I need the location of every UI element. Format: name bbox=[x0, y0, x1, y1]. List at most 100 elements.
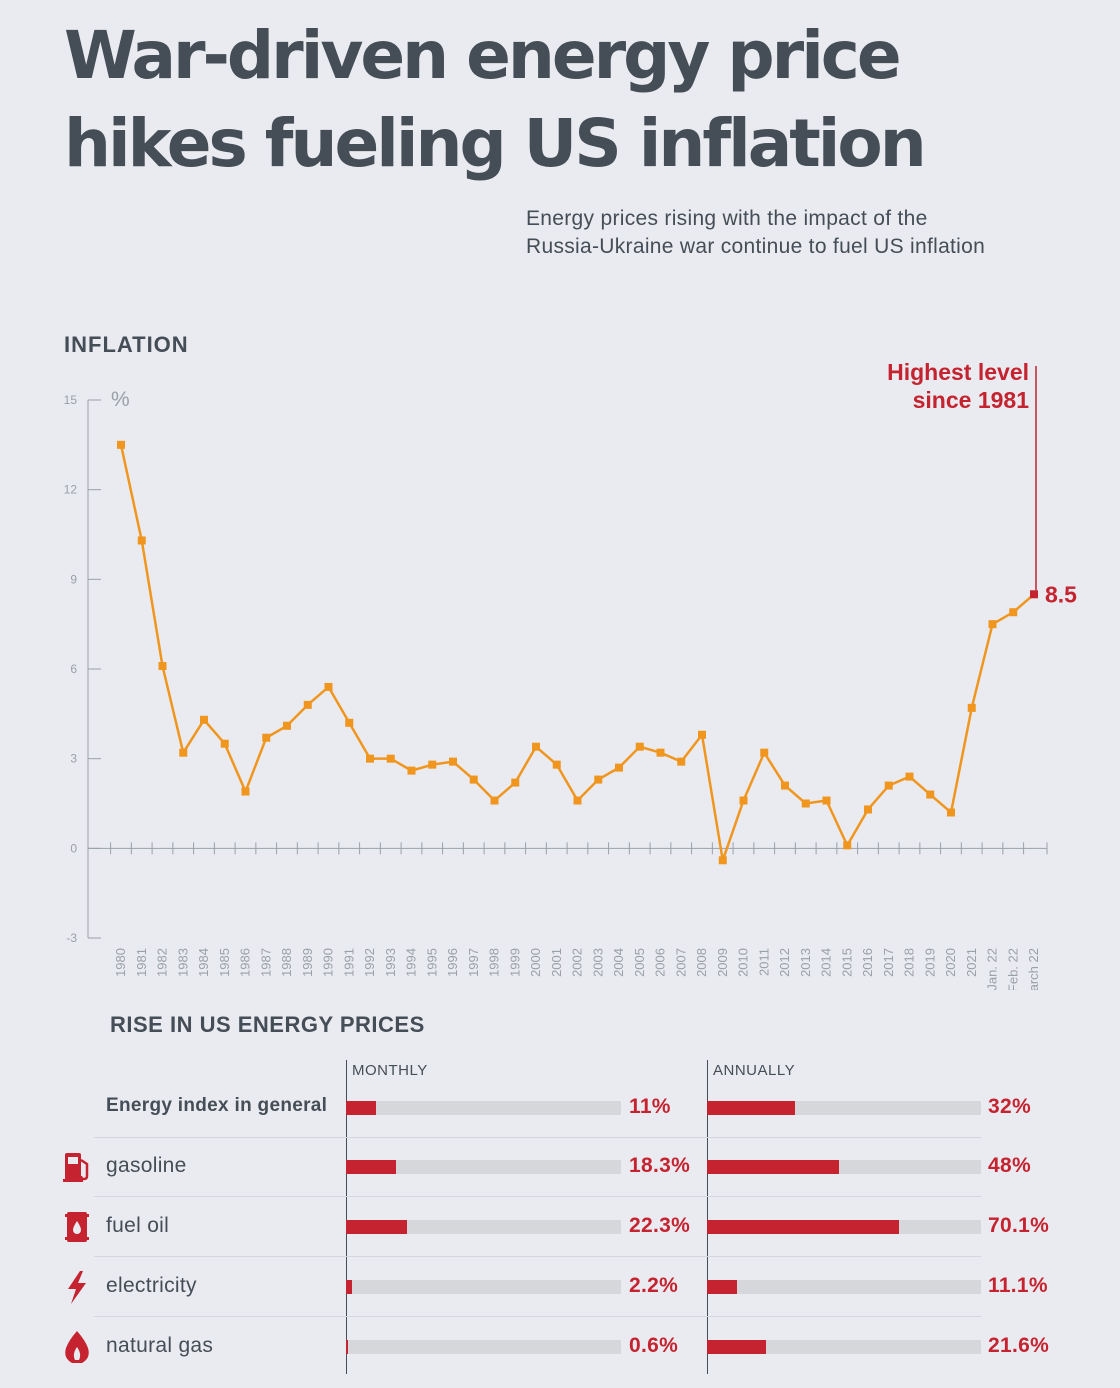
data-point bbox=[179, 748, 188, 757]
data-point bbox=[449, 757, 457, 766]
annually-bar-fuel-oil bbox=[707, 1220, 900, 1234]
energy-row-label-energy-index-in-general: Energy index in general bbox=[106, 1095, 328, 1116]
data-point bbox=[864, 805, 872, 814]
monthly-column-rule bbox=[346, 1060, 347, 1374]
annually-column-label: ANNUALLY bbox=[713, 1062, 796, 1079]
monthly-bar-fuel-oil bbox=[346, 1220, 408, 1234]
y-tick-label: 15 bbox=[64, 393, 78, 407]
energy-row-label-electricity: electricity bbox=[106, 1274, 197, 1297]
data-point bbox=[137, 536, 146, 545]
annually-bar-gasoline bbox=[707, 1160, 839, 1174]
x-tick-label: 2008 bbox=[694, 948, 709, 977]
x-tick-label: 2018 bbox=[902, 948, 917, 977]
x-tick-label: 2005 bbox=[632, 948, 647, 977]
x-tick-label: 1989 bbox=[300, 948, 315, 977]
data-point bbox=[718, 856, 727, 865]
inflation-line-chart: 15 12 9 6 3 0 -3% 1980 1981 1982 1983 1984 1985 1986 1… bbox=[64, 359, 1078, 990]
x-tick-label: 1986 bbox=[238, 948, 253, 977]
data-point bbox=[241, 787, 250, 796]
x-tick-label: 1996 bbox=[445, 948, 460, 977]
x-tick-label: 2003 bbox=[590, 948, 605, 977]
annually-bar-track bbox=[707, 1220, 981, 1234]
annotation-text-line2: since 1981 bbox=[913, 387, 1030, 413]
x-tick-label: 1995 bbox=[424, 948, 439, 977]
y-tick-label: 9 bbox=[70, 572, 77, 586]
row-divider bbox=[94, 1196, 981, 1197]
x-tick-label: 1991 bbox=[341, 948, 356, 977]
x-tick-label: March 22 bbox=[1026, 948, 1041, 990]
energy-row-label-natural-gas: natural gas bbox=[106, 1334, 214, 1357]
x-tick-label: 1985 bbox=[217, 948, 232, 977]
data-point bbox=[635, 742, 644, 751]
x-tick-label: 2013 bbox=[798, 948, 813, 977]
x-tick-label: Jan. 22 bbox=[985, 948, 1000, 990]
y-tick-label: -3 bbox=[66, 931, 77, 945]
x-tick-label: 1993 bbox=[383, 948, 398, 977]
data-point bbox=[511, 778, 520, 787]
x-tick-label: 1992 bbox=[362, 948, 377, 977]
data-point bbox=[428, 760, 437, 769]
data-point bbox=[1009, 608, 1018, 617]
annually-bar-track bbox=[707, 1280, 981, 1294]
data-point bbox=[220, 739, 229, 748]
data-point bbox=[698, 730, 706, 739]
x-tick-label: 1999 bbox=[507, 948, 522, 977]
data-point bbox=[988, 620, 997, 629]
data-point bbox=[781, 781, 789, 790]
x-tick-label: 1997 bbox=[466, 948, 481, 977]
annually-value-electricity: 11.1% bbox=[988, 1274, 1048, 1297]
monthly-bar-track bbox=[346, 1340, 621, 1354]
data-point bbox=[407, 766, 416, 775]
data-point bbox=[469, 775, 478, 784]
x-tick-label: 2016 bbox=[860, 948, 875, 977]
annually-bar-track bbox=[707, 1160, 981, 1174]
x-tick-label: 1988 bbox=[279, 948, 294, 977]
annotation-text-line1: Highest level bbox=[887, 359, 1029, 385]
data-point bbox=[822, 796, 831, 805]
y-axis-unit-label: % bbox=[111, 388, 130, 411]
x-tick-label: 1994 bbox=[404, 948, 419, 977]
data-point bbox=[366, 754, 374, 763]
monthly-bar-track bbox=[346, 1101, 621, 1115]
x-tick-label: 2002 bbox=[570, 948, 585, 977]
y-tick-label: 3 bbox=[70, 752, 77, 766]
x-tick-label: 2019 bbox=[922, 948, 937, 977]
row-divider bbox=[94, 1256, 981, 1257]
annually-bar-track bbox=[707, 1340, 981, 1354]
lightning-icon bbox=[62, 1270, 92, 1304]
monthly-value-electricity: 2.2% bbox=[629, 1274, 679, 1297]
monthly-bar-track bbox=[346, 1160, 621, 1174]
x-tick-label: 2020 bbox=[943, 948, 958, 977]
annually-value-fuel-oil: 70.1% bbox=[988, 1214, 1050, 1237]
energy-row-label-fuel-oil: fuel oil bbox=[106, 1214, 170, 1237]
data-point bbox=[594, 775, 603, 784]
x-tick-label: 2014 bbox=[819, 948, 834, 977]
last-value-label: 8.5 bbox=[1045, 581, 1077, 607]
data-point bbox=[117, 440, 125, 449]
y-tick-label: 6 bbox=[70, 662, 77, 676]
flame-icon bbox=[62, 1330, 92, 1364]
x-tick-label: 2009 bbox=[715, 948, 730, 977]
data-point bbox=[760, 748, 769, 757]
annually-bar-energy-index-in-general bbox=[707, 1101, 795, 1115]
monthly-value-energy-index-in-general: 11% bbox=[629, 1095, 671, 1118]
x-tick-label: 1983 bbox=[175, 948, 190, 977]
annually-bar-electricity bbox=[707, 1280, 738, 1294]
monthly-value-gasoline: 18.3% bbox=[629, 1154, 691, 1177]
x-tick-label: 1987 bbox=[258, 948, 273, 977]
x-tick-label: 2011 bbox=[756, 948, 771, 976]
data-point bbox=[926, 790, 935, 799]
gas-pump-icon bbox=[62, 1150, 92, 1184]
x-tick-label: 1990 bbox=[321, 948, 336, 977]
data-point bbox=[262, 733, 271, 742]
monthly-bar-track bbox=[346, 1220, 621, 1234]
x-tick-label: 2001 bbox=[549, 948, 564, 977]
data-point bbox=[967, 703, 976, 712]
monthly-bar-natural-gas bbox=[346, 1340, 348, 1354]
data-point bbox=[1030, 590, 1038, 599]
data-point bbox=[801, 799, 810, 808]
monthly-value-fuel-oil: 22.3% bbox=[629, 1214, 691, 1237]
data-point bbox=[947, 808, 955, 817]
data-point bbox=[158, 662, 167, 671]
data-point bbox=[573, 796, 582, 805]
